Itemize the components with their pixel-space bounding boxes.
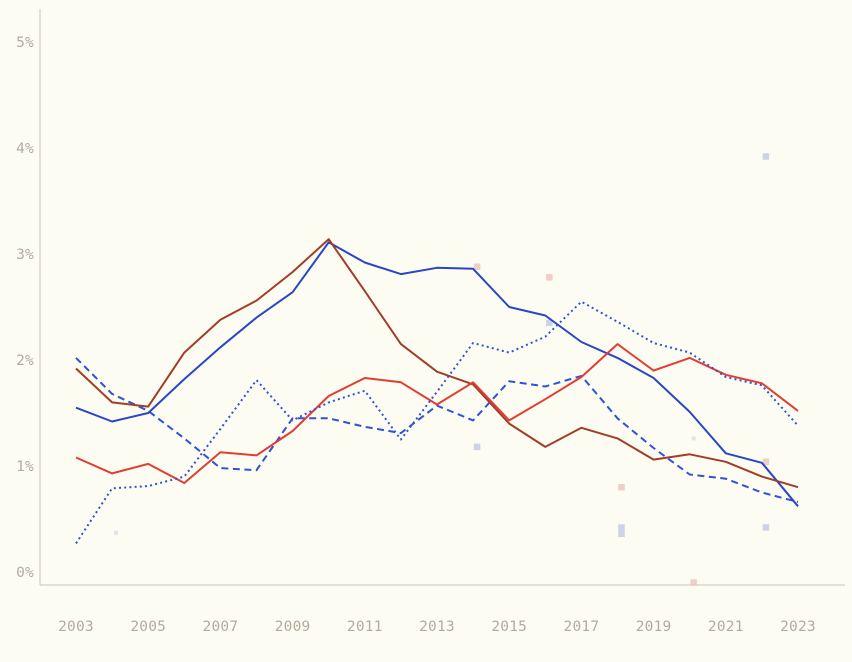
x-tick-label: 2013 <box>419 619 455 635</box>
x-tick-label: 2017 <box>564 619 600 635</box>
blue-solid-line <box>75 241 799 507</box>
y-tick-label: 3% <box>16 247 34 263</box>
x-tick-label: 2023 <box>780 619 816 635</box>
lavender-squares-marker <box>546 319 553 327</box>
pink-squares-marker <box>546 274 553 281</box>
x-tick-label: 2009 <box>275 619 311 635</box>
x-tick-label: 2021 <box>708 619 744 635</box>
lavender-squares-marker <box>762 524 770 531</box>
red-solid-line <box>75 343 799 484</box>
lavender-squares-marker <box>114 530 119 535</box>
x-tick-label: 2005 <box>130 619 166 635</box>
x-tick-label: 2007 <box>203 619 239 635</box>
x-tick-label: 2015 <box>491 619 527 635</box>
lavender-squares-marker <box>618 524 625 531</box>
lavender-squares-marker <box>691 436 696 441</box>
x-tick-label: 2019 <box>636 619 672 635</box>
x-tick-label: 2003 <box>58 619 94 635</box>
pink-squares-marker <box>690 579 697 586</box>
pink-squares-marker <box>473 263 481 270</box>
y-tick-label: 5% <box>16 35 34 51</box>
y-tick-label: 0% <box>16 565 34 581</box>
blue-dotted-line <box>75 300 799 544</box>
x-tick-label: 2011 <box>347 619 383 635</box>
pink-squares-marker <box>618 483 625 491</box>
lavender-squares-marker <box>618 530 625 538</box>
blue-dashed-line <box>75 357 799 503</box>
lavender-squares-marker <box>762 153 770 160</box>
y-tick-label: 4% <box>16 141 34 157</box>
darkred-solid-line <box>75 238 799 489</box>
pink-squares-marker <box>762 458 770 466</box>
lavender-squares-marker <box>473 443 481 451</box>
y-tick-label: 1% <box>16 459 34 475</box>
y-tick-label: 2% <box>16 353 34 369</box>
